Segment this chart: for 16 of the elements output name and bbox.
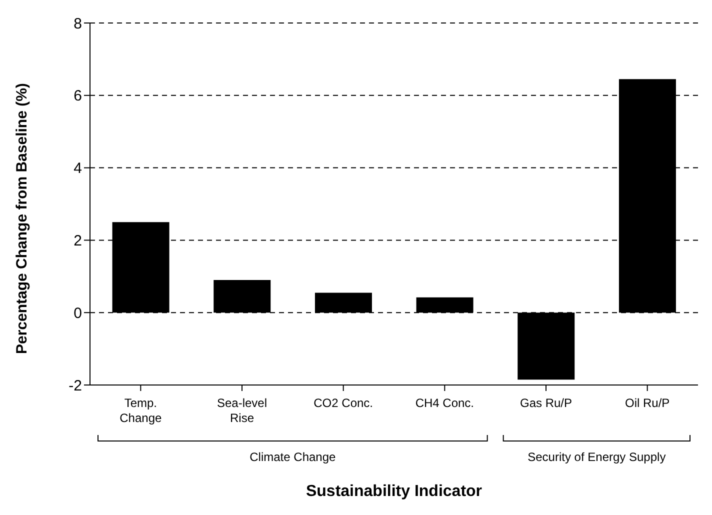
y-tick-label: 2 [74, 232, 82, 250]
y-tick-label: 8 [74, 15, 82, 32]
x-tick-label: Sea-level Rise [216, 396, 268, 425]
x-tick-label: CO2 Conc. [314, 396, 374, 410]
x-tick-label: CH4 Conc. [415, 396, 474, 410]
x-tick-label: Oil Ru/P [624, 396, 670, 410]
x-axis-title: Sustainability Indicator [306, 483, 482, 500]
y-axis-title: Percentage Change from Baseline (%) [13, 83, 30, 354]
y-tick-label: 0 [74, 304, 82, 322]
text: Security of Energy Supply [528, 450, 666, 464]
y-tick-label: -2 [68, 377, 82, 394]
y-tick-label: 6 [74, 88, 82, 105]
x-tick-label: Temp. Change [120, 396, 162, 425]
x-tick-label: Gas Ru/P [520, 396, 572, 410]
text: Climate Change [250, 450, 336, 464]
y-tick-label: 4 [74, 160, 82, 178]
